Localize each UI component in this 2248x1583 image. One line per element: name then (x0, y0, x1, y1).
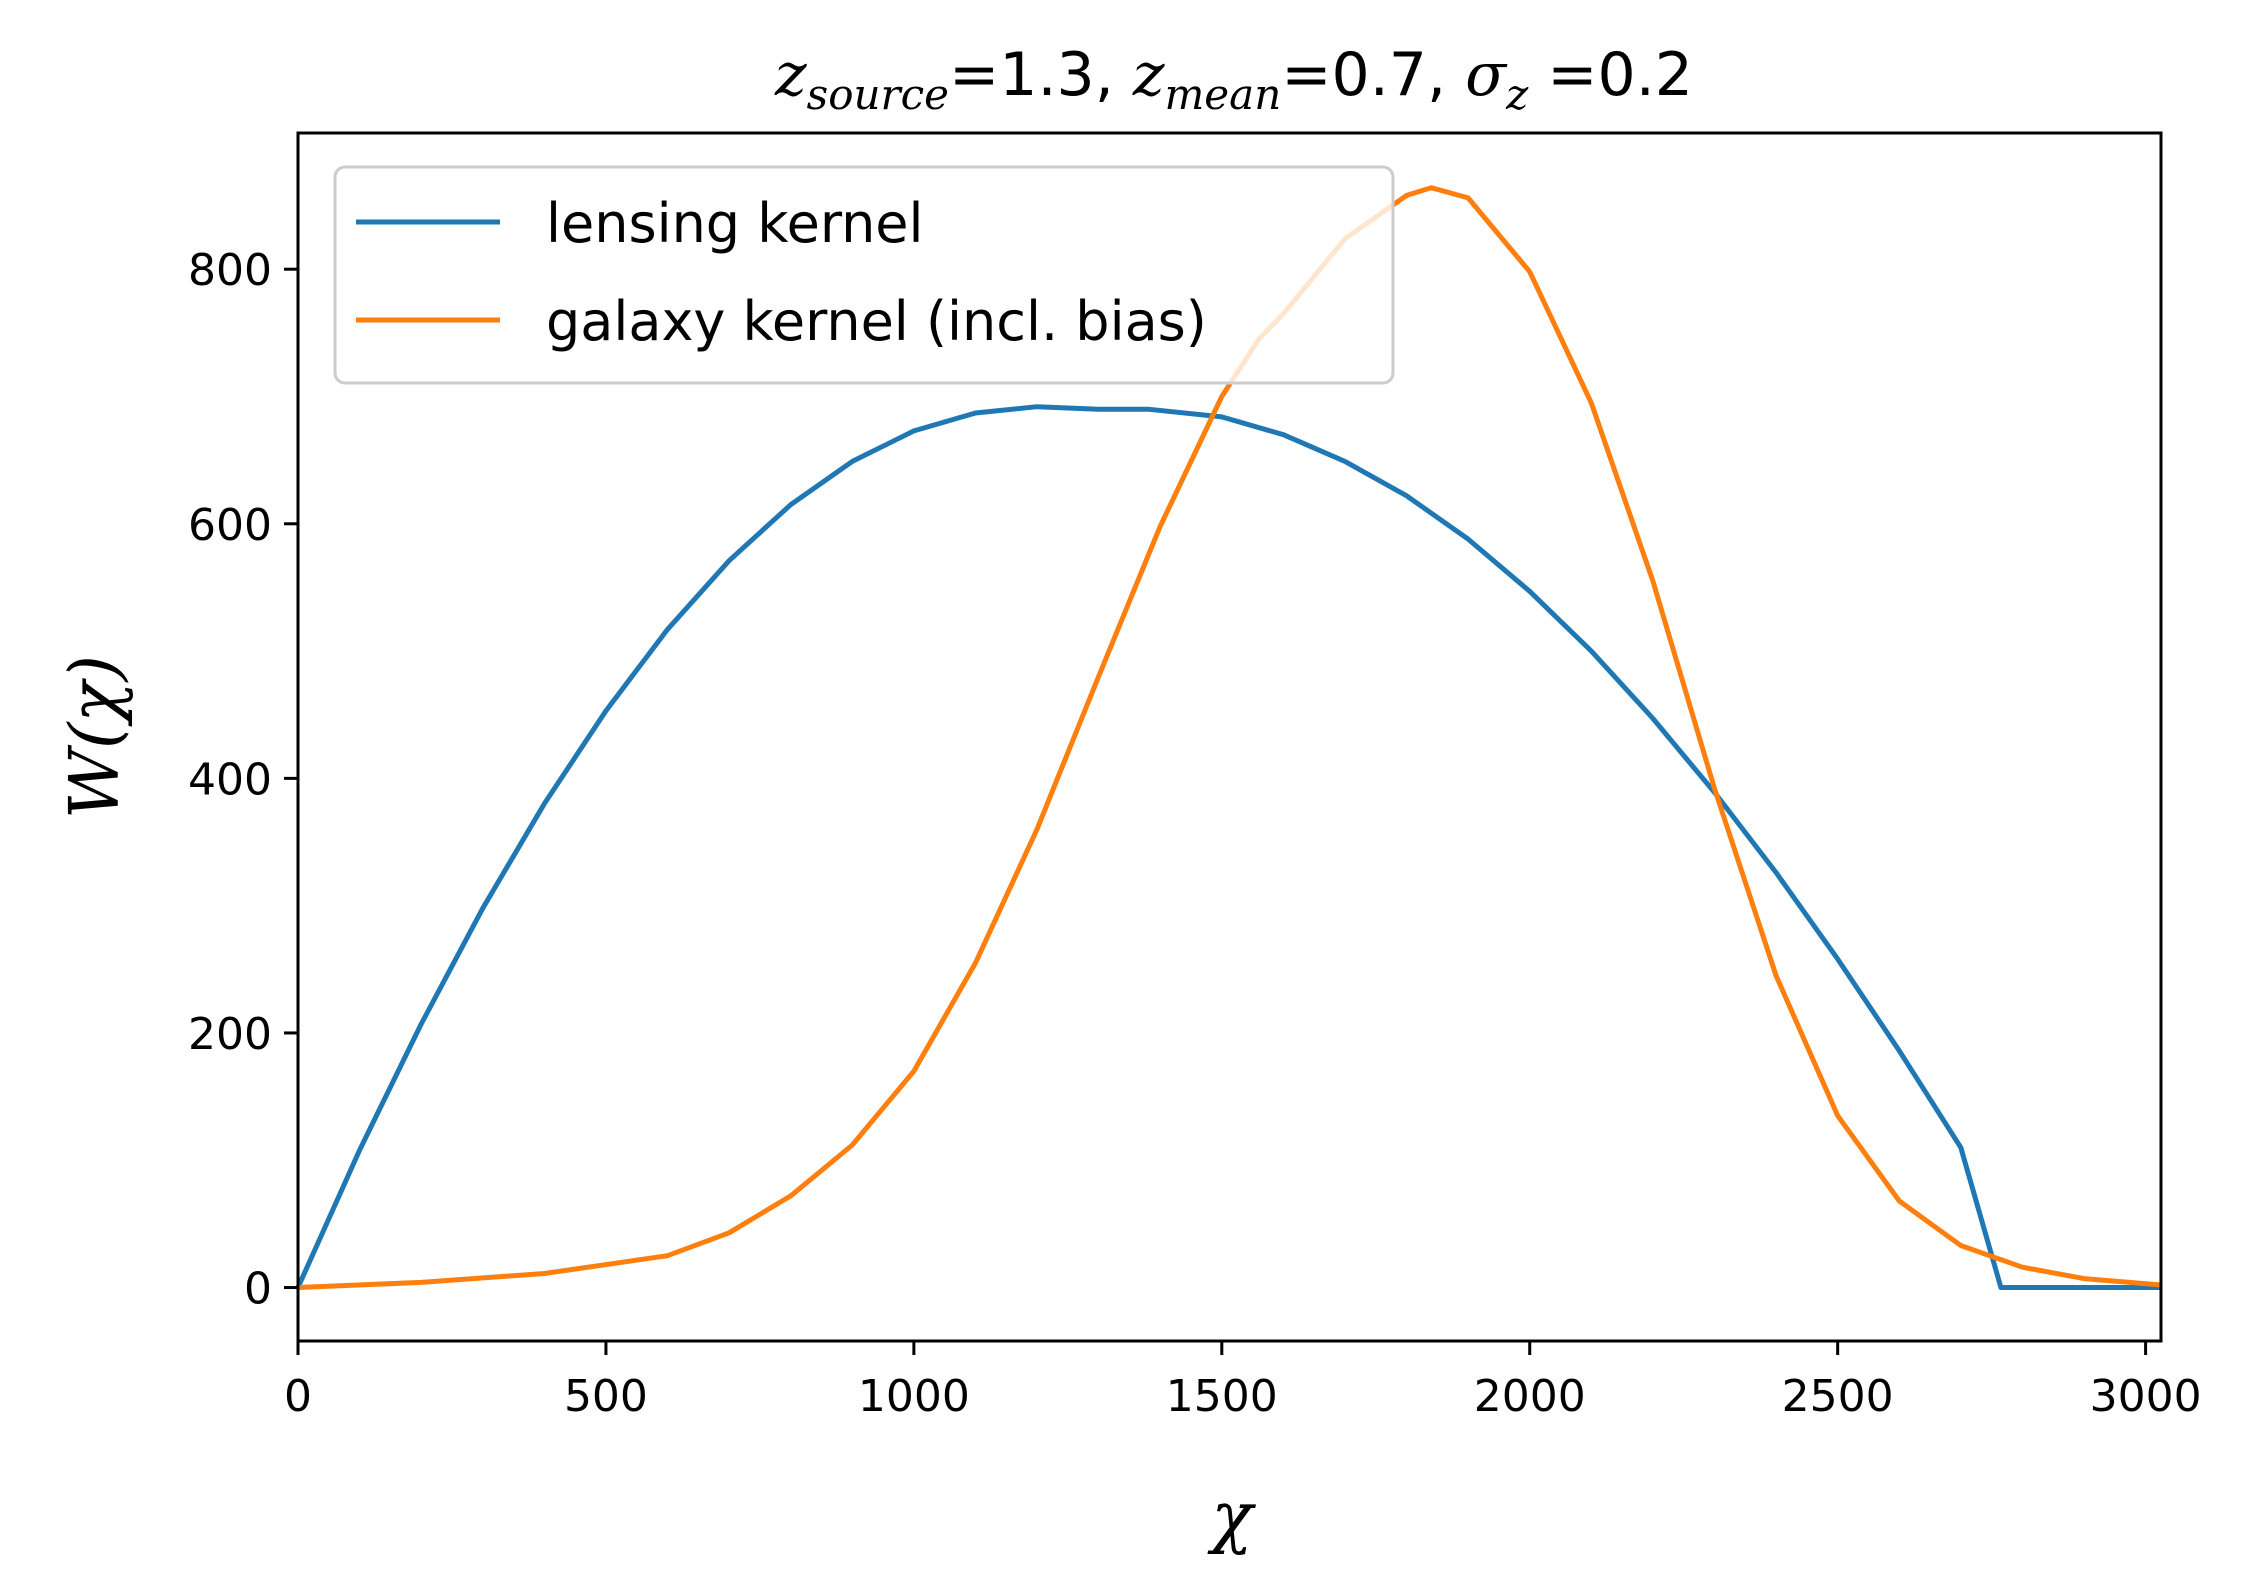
y-axis-label: W(χ) (56, 655, 135, 819)
plot-frame (296, 131, 2163, 1343)
title-eq-1: =1.3, (949, 40, 1133, 110)
x-tick-label: 1500 (1166, 1371, 1278, 1422)
title-eq-2: =0.7, (1281, 40, 1465, 110)
x-axis-label: χ (1207, 1478, 1256, 1557)
legend-box (333, 165, 1395, 385)
y-tick-label: 0 (244, 1264, 272, 1315)
title-var-2: z (1132, 40, 1165, 110)
y-ticks: 0 200 400 600 800 (188, 245, 298, 1315)
title-var-3: σ (1465, 40, 1508, 110)
y-tick-label: 600 (188, 500, 272, 551)
x-ticks: 0 500 1000 1500 2000 2500 3000 (284, 1341, 2202, 1422)
x-tick-label: 500 (564, 1371, 648, 1422)
x-tick-label: 3000 (2090, 1371, 2202, 1422)
x-tick-label: 0 (284, 1371, 312, 1422)
x-tick-label: 1000 (858, 1371, 970, 1422)
x-tick-label: 2500 (1782, 1371, 1894, 1422)
legend-label-galaxy: galaxy kernel (incl. bias) (546, 290, 1207, 353)
legend: lensing kernel galaxy kernel (incl. bias… (333, 165, 1395, 385)
y-tick-label: 800 (188, 245, 272, 296)
series-line-0 (295, 404, 2161, 1290)
title-var-1: z (774, 40, 807, 110)
title-eq-3: =0.2 (1528, 40, 1693, 110)
title-sub-1: source (807, 70, 949, 119)
y-tick-label: 200 (188, 1009, 272, 1060)
title-sub-3: z (1505, 70, 1529, 119)
title-sub-2: mean (1164, 70, 1281, 119)
x-tick-label: 2000 (1474, 1371, 1586, 1422)
chart-title: zsource=1.3, zmean=0.7, σz =0.2 (774, 40, 1693, 119)
legend-label-lensing: lensing kernel (546, 192, 924, 255)
y-tick-label: 400 (188, 754, 272, 805)
